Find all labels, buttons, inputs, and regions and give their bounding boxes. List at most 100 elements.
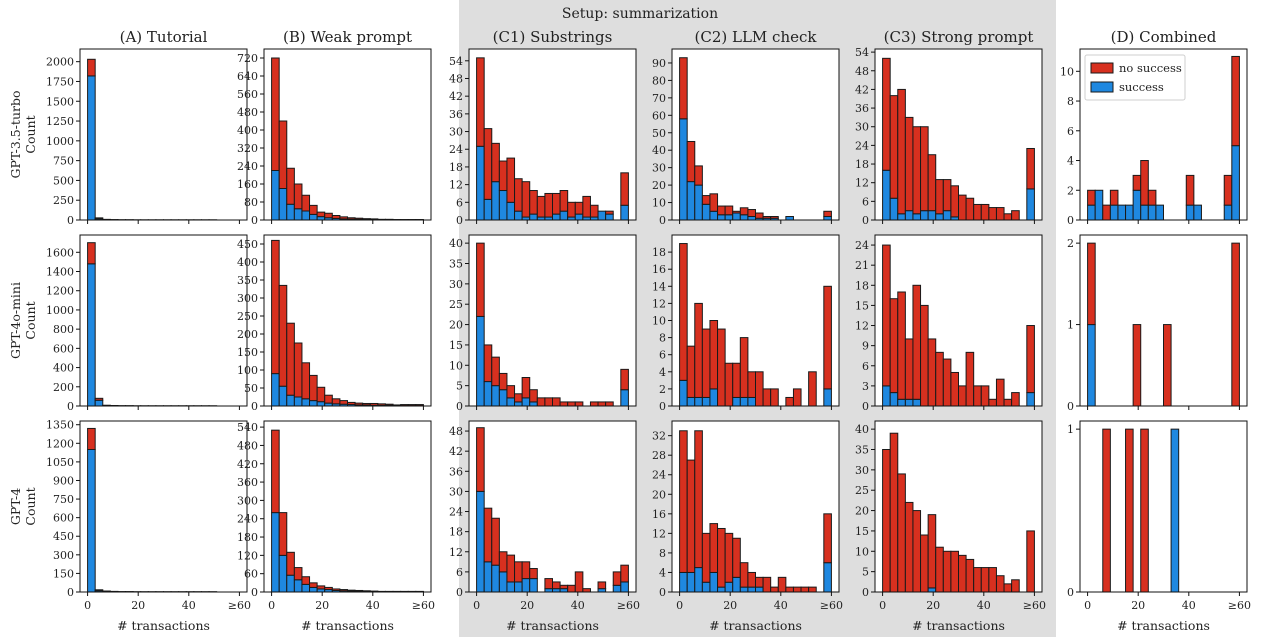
bar-no-success [567, 401, 576, 407]
bar-success [904, 398, 914, 407]
y-tick-label: 160 [237, 178, 258, 191]
column-title: (B) Weak prompt [283, 28, 412, 46]
bar-success [559, 210, 569, 221]
bar-no-success [1026, 530, 1035, 593]
bar-no-success [995, 378, 1005, 407]
bar-no-success [87, 58, 96, 77]
bar-success [552, 213, 561, 221]
x-tick-label: 0 [1084, 599, 1091, 612]
y-tick-label: 36 [855, 102, 869, 115]
bar-no-success [717, 205, 726, 216]
y-tick-label: 30 [652, 162, 666, 175]
bar-no-success [701, 328, 711, 398]
bar-no-success [935, 546, 944, 593]
y-tick-label: 240 [237, 513, 258, 526]
bar-success [823, 562, 832, 593]
y-tick-label: 0 [659, 214, 666, 227]
bar-no-success [1102, 428, 1111, 593]
bar-no-success [980, 567, 990, 593]
bar-no-success [331, 215, 341, 219]
bar-no-success [1003, 398, 1013, 407]
bar-success [1109, 204, 1119, 221]
panel: 0 150 300 450 600 750 900 1050 1200 1350 0 20 40 ≥60 [46, 419, 251, 612]
y-tick-label: 300 [237, 292, 258, 305]
bar-no-success [582, 195, 591, 218]
bar-success [574, 213, 584, 221]
y-tick-label: 1000 [46, 304, 74, 317]
column-title: (C2) LLM check [695, 28, 818, 46]
y-tick-label: 1000 [46, 135, 74, 148]
bar-no-success [889, 95, 899, 199]
panel: 0 4 8 12 16 20 24 28 32 0 20 40 ≥60 [652, 420, 843, 612]
y-tick-label: 25 [449, 298, 463, 311]
y-tick-label: 20 [652, 179, 666, 192]
y-tick-label: 8 [659, 332, 666, 345]
x-tick-label: 0 [879, 599, 886, 612]
bar-no-success [950, 185, 960, 218]
bar-success [506, 397, 516, 407]
y-tick-label: 30 [449, 485, 463, 498]
x-tick-label: 0 [84, 599, 91, 612]
bar-no-success [574, 201, 584, 215]
bar-success [309, 400, 318, 407]
bar-success [293, 396, 303, 407]
y-tick-label: 15 [449, 339, 463, 352]
bar-no-success [94, 589, 104, 592]
x-tick-label: 20 [723, 599, 737, 612]
y-tick-label: 80 [244, 196, 258, 209]
legend-swatch [1090, 81, 1114, 93]
bar-success [1223, 204, 1233, 221]
bar-success [679, 118, 688, 221]
bar-no-success [686, 140, 696, 183]
bar-no-success [293, 342, 303, 398]
y-tick-label: 50 [652, 127, 666, 140]
bar-no-success [935, 351, 944, 407]
bar-success [785, 216, 794, 221]
bar-no-success [415, 404, 424, 407]
y-tick-label: 18 [855, 279, 869, 292]
bar-success [483, 198, 493, 221]
bar-no-success [823, 513, 832, 564]
panel-frame [1079, 48, 1248, 221]
y-tick-label: 6 [1067, 125, 1074, 138]
bar-no-success [912, 510, 922, 593]
y-tick-label: 1 [1067, 319, 1074, 332]
x-tick-label: 20 [131, 599, 145, 612]
bar-no-success [521, 181, 531, 218]
y-tick-label: 40 [449, 237, 463, 250]
x-tick-label: 40 [366, 599, 380, 612]
bar-success [739, 214, 749, 221]
legend-entry: no success [1119, 61, 1182, 75]
bar-no-success [309, 582, 318, 588]
bar-no-success [354, 217, 364, 220]
bar-no-success [1087, 242, 1096, 326]
y-tick-label: 24 [855, 139, 869, 152]
y-tick-label: 12 [855, 320, 869, 333]
y-tick-label: 2 [1067, 237, 1074, 250]
y-tick-label: 480 [237, 106, 258, 119]
y-tick-label: 8 [659, 547, 666, 560]
x-tick-label: 20 [1131, 599, 1145, 612]
bar-no-success [529, 568, 538, 580]
bar-no-success [597, 581, 607, 590]
row-model-name: GPT-3.5-turbo [8, 90, 23, 178]
bar-no-success [920, 126, 929, 212]
panel: 0 5 10 15 20 25 30 35 40 0 20 40 ≥60 [855, 420, 1046, 612]
bar-no-success [612, 571, 622, 586]
y-tick-label: 400 [237, 256, 258, 269]
y-tick-label: 150 [53, 567, 74, 580]
plot-area [80, 235, 247, 406]
bar-no-success [942, 550, 952, 593]
bar-no-success [701, 532, 711, 583]
bar-no-success [369, 218, 379, 221]
x-tick-label: ≥60 [1228, 599, 1251, 612]
y-tick-label: 0 [251, 586, 258, 599]
panel-frame [468, 234, 637, 407]
x-tick-label: ≥60 [1023, 599, 1046, 612]
bar-no-success [1140, 160, 1149, 206]
x-tick-label: 0 [268, 599, 275, 612]
bar-no-success [506, 385, 516, 399]
panel: 0 200 400 600 800 1000 1200 1400 1600 [46, 234, 248, 413]
bar-success [889, 392, 899, 407]
bar-no-success [514, 178, 523, 212]
